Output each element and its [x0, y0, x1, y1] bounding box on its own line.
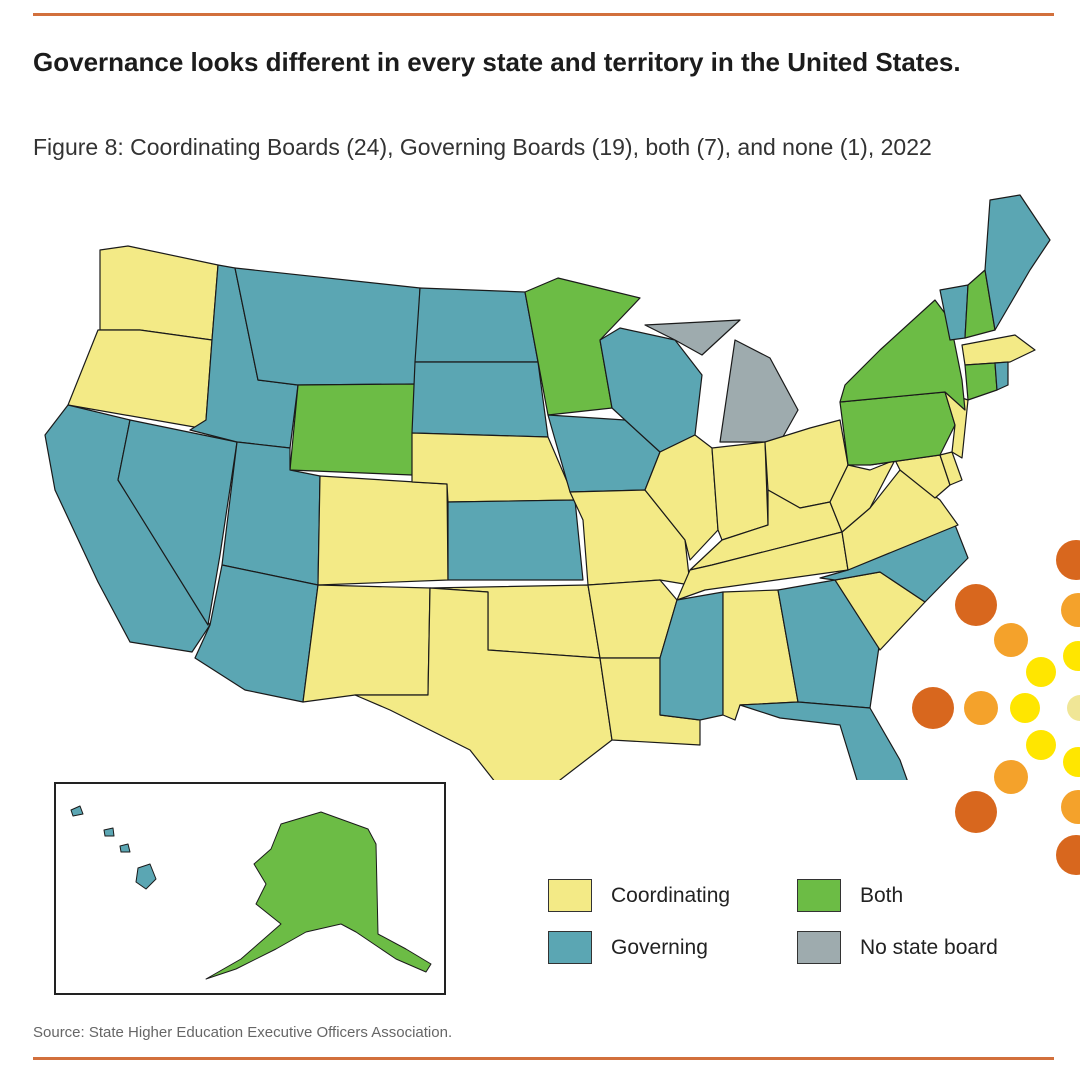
- legend-label-governing: Governing: [611, 935, 708, 959]
- source-note: Source: State Higher Education Executive…: [33, 1024, 453, 1041]
- legend-swatch-governing: [548, 931, 592, 964]
- state-pa: [839, 391, 956, 466]
- state-hi: [70, 805, 157, 890]
- sunburst-dot: [1010, 693, 1040, 723]
- state-me: [984, 194, 1051, 331]
- map-title: Governance looks different in every stat…: [33, 47, 961, 77]
- state-nv: [117, 419, 238, 626]
- state-ct: [964, 362, 998, 401]
- sunburst-dot: [912, 687, 954, 729]
- state-nc: [819, 524, 969, 603]
- sunburst-dot: [1061, 593, 1080, 627]
- state-sd: [411, 361, 549, 438]
- figure-caption: Figure 8: Coordinating Boards (24), Gove…: [33, 134, 932, 160]
- state-ri: [994, 361, 1009, 391]
- sunburst-dot: [1056, 835, 1080, 875]
- sunburst-dot: [955, 791, 997, 833]
- sunburst-dot: [964, 691, 998, 725]
- state-wi: [599, 327, 703, 453]
- state-tx: [354, 587, 613, 780]
- state-ak: [205, 811, 432, 980]
- sunburst-dot: [1061, 790, 1080, 824]
- state-nm: [302, 584, 431, 703]
- state-wv: [829, 459, 896, 533]
- state-ny: [839, 299, 966, 411]
- decorative-sunburst-dots: [912, 540, 1080, 875]
- state-mt: [234, 267, 421, 386]
- sunburst-dot: [1026, 730, 1056, 760]
- sunburst-dot: [994, 623, 1028, 657]
- sunburst-dot: [1067, 695, 1080, 721]
- state-wy: [289, 383, 416, 476]
- state-ks: [447, 499, 584, 581]
- legend-swatch-coordinating: [548, 879, 592, 912]
- bottom-rule: [33, 1057, 1054, 1060]
- state-ma: [961, 334, 1036, 366]
- sunburst-dot: [1063, 641, 1080, 671]
- state-il: [644, 434, 719, 561]
- state-de: [939, 451, 963, 486]
- inset-map: [70, 805, 432, 980]
- state-nd: [414, 287, 539, 363]
- sunburst-dot: [994, 760, 1028, 794]
- state-co: [317, 475, 449, 586]
- state-fl: [739, 701, 908, 780]
- legend-item-governing: Governing: [548, 931, 708, 964]
- sunburst-dot: [955, 584, 997, 626]
- legend-swatch-both: [797, 879, 841, 912]
- legend-item-coordinating: Coordinating: [548, 879, 730, 912]
- legend-item-none: No state board: [797, 931, 998, 964]
- legend-item-both: Both: [797, 879, 903, 912]
- alaska-hawaii-inset: [54, 782, 446, 995]
- state-wa: [99, 245, 219, 341]
- state-in: [711, 441, 769, 541]
- legend-label-none: No state board: [860, 935, 998, 959]
- legend-label-coordinating: Coordinating: [611, 883, 731, 907]
- us-map: [44, 194, 1051, 780]
- sunburst-dot: [1056, 540, 1080, 580]
- state-ga: [777, 579, 881, 709]
- sunburst-dot: [1026, 657, 1056, 687]
- top-rule: [33, 13, 1054, 16]
- legend-swatch-none: [797, 931, 841, 964]
- legend-label-both: Both: [860, 883, 904, 907]
- sunburst-dot: [1063, 747, 1080, 777]
